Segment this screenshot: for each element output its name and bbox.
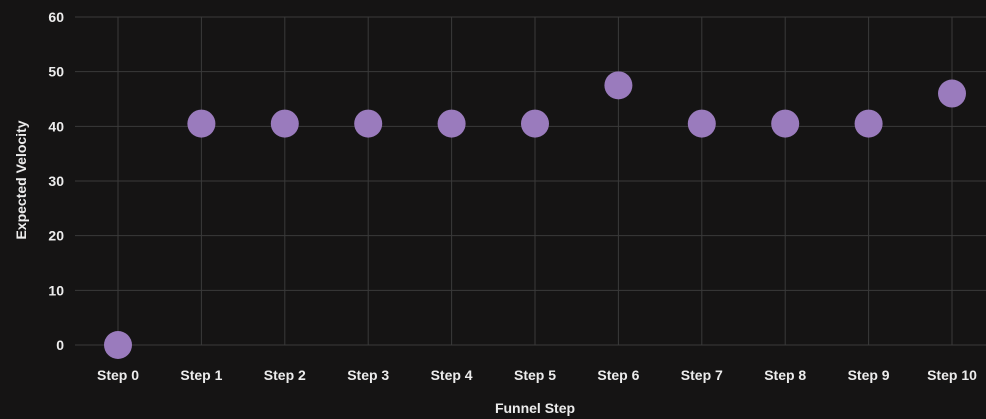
y-tick-label: 40 <box>48 118 64 134</box>
x-tick-label: Step 4 <box>431 367 473 383</box>
data-point <box>521 109 549 138</box>
y-axis-label: Expected Velocity <box>13 120 29 239</box>
x-tick-label: Step 10 <box>927 367 977 383</box>
x-tick-label: Step 6 <box>597 367 639 383</box>
grid-lines <box>75 16 986 346</box>
y-tick-label: 30 <box>48 173 64 189</box>
x-axis-label: Funnel Step <box>495 400 575 416</box>
data-point <box>187 109 216 138</box>
data-point <box>938 79 966 108</box>
x-tick-label: Step 8 <box>764 367 806 383</box>
data-point <box>104 331 132 359</box>
x-tick-label: Step 1 <box>180 367 222 383</box>
x-tick-label: Step 9 <box>848 367 890 383</box>
y-tick-label: 20 <box>48 228 64 244</box>
y-tick-label: 50 <box>48 64 64 80</box>
data-point <box>604 71 633 100</box>
x-tick-label: Step 5 <box>514 367 556 383</box>
data-point <box>354 109 383 138</box>
y-tick-label: 0 <box>56 337 64 353</box>
data-point <box>437 109 466 138</box>
y-tick-label: 10 <box>48 282 64 298</box>
data-point <box>687 109 716 138</box>
data-points <box>104 71 966 359</box>
x-tick-label: Step 7 <box>681 367 723 383</box>
data-point <box>270 109 299 138</box>
data-point <box>854 109 883 138</box>
x-tick-label: Step 0 <box>97 367 139 383</box>
data-point <box>771 109 800 138</box>
x-tick-label: Step 3 <box>347 367 389 383</box>
y-axis-ticks: 0 10 20 30 40 50 60 <box>48 9 64 353</box>
x-axis-ticks: Step 0 Step 1 Step 2 Step 3 Step 4 Step 5 Step… <box>97 367 977 383</box>
x-tick-label: Step 2 <box>264 367 306 383</box>
y-tick-label: 60 <box>48 9 64 25</box>
